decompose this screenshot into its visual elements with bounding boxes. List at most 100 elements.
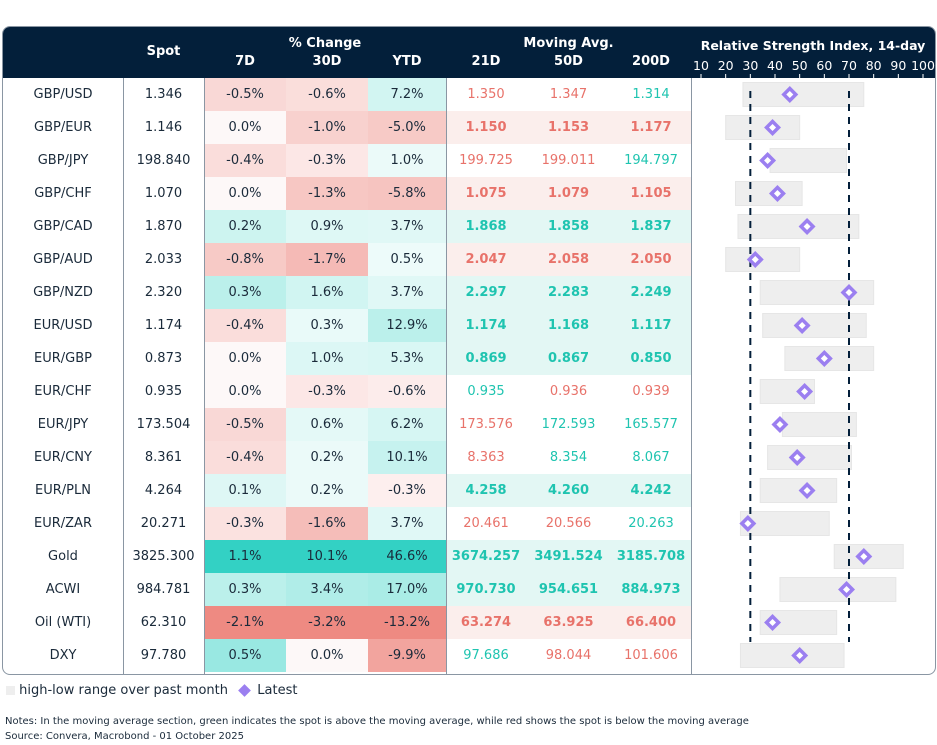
rsi-range-bar <box>759 478 838 503</box>
pct-change-cell: -1.3% <box>286 177 368 210</box>
moving-avg-cell: 1.150 <box>465 120 507 135</box>
pct-change-cell: -13.2% <box>368 606 446 639</box>
instrument-name: EUR/CNY <box>34 450 92 465</box>
rsi-latest-marker <box>815 350 833 367</box>
moving-avg-cell: 98.044 <box>545 648 592 663</box>
moving-avg-cell: 1.117 <box>630 318 672 333</box>
pct-change-cell: -0.6% <box>368 375 446 408</box>
instrument-name: GBP/AUD <box>33 252 93 267</box>
pct-change-cell: -3.2% <box>286 606 368 639</box>
moving-avg-cell: 1.350 <box>467 87 505 102</box>
rsi-latest-marker <box>759 152 777 169</box>
pct-change-cell: 0.2% <box>286 474 368 507</box>
instrument-name: GBP/CAD <box>33 219 93 234</box>
instrument-name: EUR/GBP <box>34 351 92 366</box>
note-text: Notes: In the moving average section, gr… <box>5 716 749 727</box>
table-row: EUR/ZAR 20.271 -0.3% -1.6% 3.7% 20.461 20.566… <box>3 507 935 540</box>
moving-avg-cell: 1.177 <box>630 120 672 135</box>
moving-avg-cell: 20.263 <box>628 516 674 531</box>
instrument-name: EUR/ZAR <box>34 516 92 531</box>
rsi-latest-marker <box>739 515 757 532</box>
pct-change-cell: 0.0% <box>204 177 286 210</box>
moving-avg-cell: 2.050 <box>630 252 672 267</box>
moving-avg-cell: 66.400 <box>625 615 677 630</box>
rsi-latest-marker <box>793 317 811 334</box>
rsi-chart: 10 20 30 40 50 60 70 80 90 100 <box>693 58 935 668</box>
header-200d: 200D <box>632 54 670 69</box>
moving-avg-cell: 2.058 <box>547 252 590 267</box>
header-ytd: YTD <box>392 54 422 69</box>
pct-change-cell: 3.7% <box>368 210 446 243</box>
moving-avg-cell: 4.260 <box>547 483 590 498</box>
ma-row-highlight <box>446 573 691 606</box>
moving-avg-cell: 8.067 <box>632 450 670 465</box>
rsi-range-bar <box>779 577 897 602</box>
pct-change-cell: -2.1% <box>204 606 286 639</box>
pct-change-cell: -1.0% <box>286 111 368 144</box>
spot-value: 4.264 <box>144 483 183 498</box>
fx-summary-table: Spot % Change 7D 30D YTD Moving Avg. 21D… <box>2 26 936 675</box>
pct-change-cell: -0.4% <box>204 144 286 177</box>
legend-range-label: high-low range over past month <box>19 683 228 698</box>
table-row: EUR/USD 1.174 -0.4% 0.3% 12.9% 1.174 1.168 1.1… <box>3 309 935 342</box>
rsi-latest-marker <box>781 86 799 103</box>
rsi-latest-marker <box>796 383 814 400</box>
rsi-range-bar <box>781 412 857 437</box>
instrument-name: ACWI <box>45 582 81 597</box>
footnotes: Notes: In the moving average section, gr… <box>5 714 749 744</box>
rsi-tick-label: 70 <box>841 58 857 73</box>
rsi-tick-label: 10 <box>693 58 709 73</box>
source-text: Source: Convera, Macrobond - 01 October … <box>5 731 244 742</box>
instrument-name: Gold <box>48 549 78 564</box>
header-21d: 21D <box>471 54 501 69</box>
pct-change-cell: -9.9% <box>368 639 446 672</box>
table-row: GBP/CHF 1.070 0.0% -1.3% -5.8% 1.075 1.079 1.1… <box>3 177 935 210</box>
spot-value: 3825.300 <box>132 549 195 564</box>
pct-change-cell: 1.0% <box>286 342 368 375</box>
pct-change-cell: -0.3% <box>286 375 368 408</box>
rsi-range-bar <box>737 214 860 239</box>
pct-change-cell: 0.2% <box>286 441 368 474</box>
header-7d: 7D <box>235 54 255 69</box>
ma-row-highlight <box>446 474 691 507</box>
divider <box>691 78 692 674</box>
moving-avg-cell: 1.168 <box>547 318 590 333</box>
rsi-tick-label: 60 <box>816 58 832 73</box>
moving-avg-cell: 101.606 <box>624 648 678 663</box>
pct-change-cell: -1.6% <box>286 507 368 540</box>
table-header: Spot % Change 7D 30D YTD Moving Avg. 21D… <box>3 27 935 78</box>
rsi-range-bar <box>735 181 803 206</box>
spot-value: 8.361 <box>144 450 183 465</box>
rsi-latest-marker <box>764 119 782 136</box>
moving-avg-cell: 2.297 <box>465 285 507 300</box>
pct-change-cell: 0.0% <box>204 375 286 408</box>
pct-change-cell: 46.6% <box>368 540 446 573</box>
pct-change-cell: 0.9% <box>286 210 368 243</box>
moving-avg-cell: 1.347 <box>549 87 588 102</box>
moving-avg-cell: 0.850 <box>630 351 672 366</box>
pct-change-cell: 3.7% <box>368 507 446 540</box>
table-row: Gold 3825.300 1.1% 10.1% 46.6% 3674.257 3491.… <box>3 540 935 573</box>
rsi-range-bar <box>767 445 852 470</box>
pct-change-cell: -0.3% <box>204 507 286 540</box>
pct-change-cell: 0.0% <box>286 639 368 672</box>
moving-avg-cell: 1.858 <box>547 219 590 234</box>
header-30d: 30D <box>312 54 342 69</box>
moving-avg-cell: 0.867 <box>547 351 590 366</box>
moving-avg-cell: 165.577 <box>624 417 678 432</box>
pct-change-cell: -0.6% <box>286 78 368 111</box>
latest-diamond-icon <box>238 684 251 697</box>
pct-change-cell: -5.0% <box>368 111 446 144</box>
moving-avg-cell: 3491.524 <box>534 549 603 564</box>
rsi-latest-marker <box>791 647 809 664</box>
moving-avg-cell: 0.939 <box>632 384 670 399</box>
pct-change-cell: -0.4% <box>204 309 286 342</box>
spot-value: 173.504 <box>136 417 191 432</box>
table-row: GBP/EUR 1.146 0.0% -1.0% -5.0% 1.150 1.153 1.1… <box>3 111 935 144</box>
ma-row-highlight <box>446 540 691 573</box>
pct-change-cell: 7.2% <box>368 78 446 111</box>
divider <box>123 78 124 674</box>
pct-change-cell: -0.3% <box>286 144 368 177</box>
moving-avg-cell: 970.730 <box>456 582 516 597</box>
pct-change-cell: 10.1% <box>286 540 368 573</box>
